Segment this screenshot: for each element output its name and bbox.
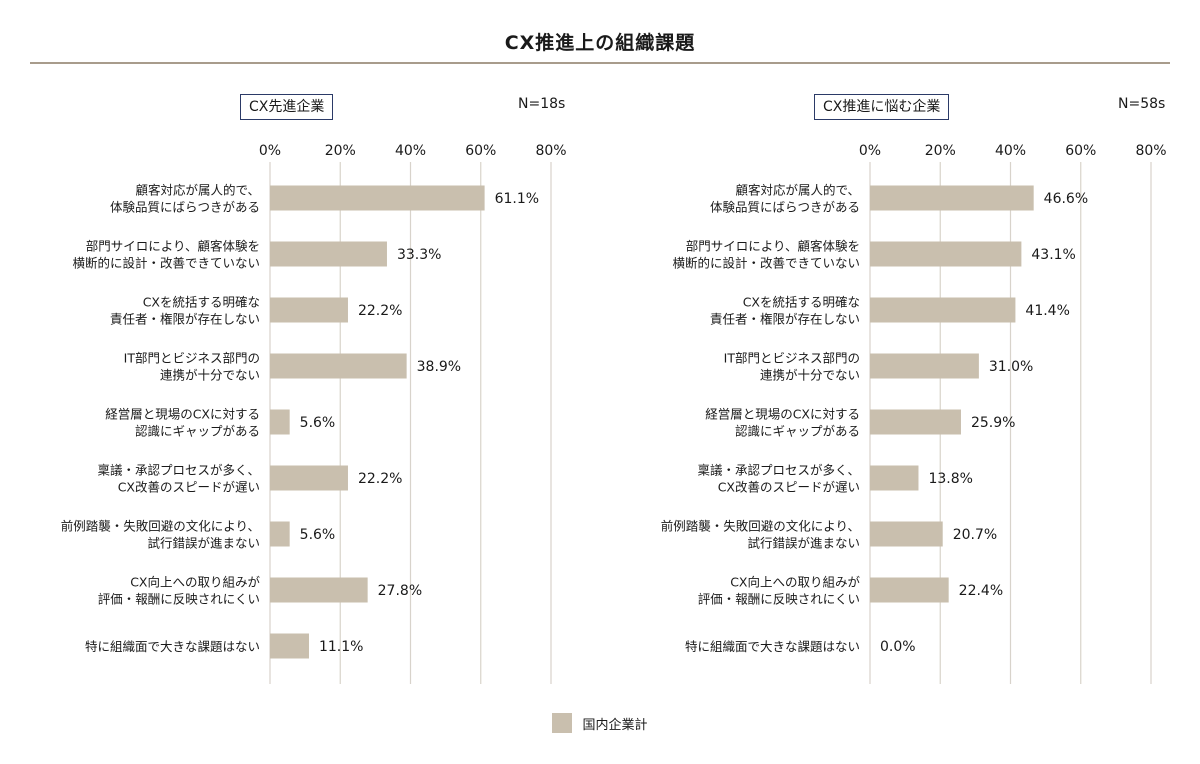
panel-struggling: CX推進に悩む企業 N=58s 0% 20% 40% 60% 80% 顧客対応が属人的で、… bbox=[600, 80, 1200, 700]
value-label: 33.3% bbox=[397, 247, 441, 263]
category-label: 責任者・権限が存在しない bbox=[710, 312, 860, 327]
category-label: 前例踏襲・失敗回避の文化により、 bbox=[61, 519, 260, 534]
bar bbox=[270, 185, 485, 211]
x-tick-label: 40% bbox=[995, 143, 1026, 159]
sample-size-advanced: N=18s bbox=[518, 96, 566, 112]
bar-chart-struggling: 0% 20% 40% 60% 80% 顧客対応が属人的で、体験品質にばらつきがある 46.6… bbox=[661, 143, 1167, 684]
x-tick-label: 0% bbox=[859, 143, 881, 159]
bar bbox=[270, 521, 290, 547]
category-label: 稟議・承認プロセスが多く、 bbox=[97, 463, 260, 478]
x-tick-label: 0% bbox=[259, 143, 281, 159]
category-label: 認識にギャップがある bbox=[135, 424, 260, 439]
category-label: CX改善のスピードが遅い bbox=[718, 480, 860, 495]
value-label: 22.2% bbox=[358, 303, 402, 319]
value-label: 46.6% bbox=[1044, 191, 1088, 207]
bar bbox=[270, 577, 368, 603]
x-tick-label: 60% bbox=[1065, 143, 1096, 159]
category-label: 顧客対応が属人的で、 bbox=[135, 183, 260, 198]
bar bbox=[870, 241, 1022, 267]
category-label: 稟議・承認プロセスが多く、 bbox=[697, 463, 860, 478]
value-label: 41.4% bbox=[1025, 303, 1069, 319]
bar bbox=[870, 577, 949, 603]
legend: 国内企業計 bbox=[0, 713, 1200, 733]
bar bbox=[270, 353, 407, 379]
category-label: 横断的に設計・改善できていない bbox=[72, 256, 260, 271]
panel-advanced: CX先進企業 N=18s 0% 20% 40% 60% 80% 顧客対応が属人的で、体験品… bbox=[0, 80, 600, 700]
x-tick-label: 20% bbox=[325, 143, 356, 159]
legend-label: 国内企業計 bbox=[582, 717, 648, 733]
value-label: 5.6% bbox=[300, 527, 336, 543]
category-label: CX向上への取り組みが bbox=[130, 575, 260, 590]
category-label: 部門サイロにより、顧客体験を bbox=[86, 239, 260, 254]
category-label: 顧客対応が属人的で、 bbox=[735, 183, 860, 198]
category-label: 部門サイロにより、顧客体験を bbox=[686, 239, 860, 254]
x-tick-label: 80% bbox=[1135, 143, 1166, 159]
bar bbox=[870, 297, 1016, 323]
bar bbox=[270, 241, 387, 267]
category-label: 経営層と現場のCXに対する bbox=[105, 407, 260, 422]
category-label: 評価・報酬に反映されにくい bbox=[698, 592, 860, 607]
bar bbox=[870, 409, 961, 435]
value-label: 0.0% bbox=[880, 639, 916, 655]
title-divider bbox=[30, 62, 1170, 64]
category-label: 体験品質にばらつきがある bbox=[110, 200, 260, 215]
value-label: 27.8% bbox=[378, 583, 422, 599]
x-tick-label: 60% bbox=[465, 143, 496, 159]
value-label: 20.7% bbox=[953, 527, 997, 543]
value-label: 61.1% bbox=[495, 191, 539, 207]
category-label: 責任者・権限が存在しない bbox=[110, 312, 260, 327]
bar bbox=[870, 353, 979, 379]
bar bbox=[870, 521, 943, 547]
x-tick-label: 20% bbox=[925, 143, 956, 159]
category-label: 特に組織面で大きな課題はない bbox=[85, 639, 260, 654]
category-label: 認識にギャップがある bbox=[735, 424, 860, 439]
bar bbox=[870, 185, 1034, 211]
category-label: 試行錯誤が進まない bbox=[147, 536, 260, 551]
bar-chart-advanced: 0% 20% 40% 60% 80% 顧客対応が属人的で、体験品質にばらつきがある 61.1… bbox=[61, 143, 567, 684]
bar bbox=[270, 297, 348, 323]
bar bbox=[870, 465, 919, 491]
x-tick-label: 40% bbox=[395, 143, 426, 159]
category-label: IT部門とビジネス部門の bbox=[124, 351, 260, 366]
category-label: IT部門とビジネス部門の bbox=[724, 351, 860, 366]
bar bbox=[270, 633, 309, 659]
category-label: CX向上への取り組みが bbox=[730, 575, 860, 590]
category-label: 横断的に設計・改善できていない bbox=[672, 256, 860, 271]
chart-title: CX推進上の組織課題 bbox=[504, 32, 696, 54]
category-label: 連携が十分でない bbox=[760, 368, 860, 383]
category-label: CX改善のスピードが遅い bbox=[118, 480, 260, 495]
legend-swatch bbox=[552, 713, 573, 733]
value-label: 22.4% bbox=[959, 583, 1003, 599]
value-label: 43.1% bbox=[1031, 247, 1075, 263]
value-label: 22.2% bbox=[358, 471, 402, 487]
bar bbox=[270, 409, 290, 435]
value-label: 38.9% bbox=[417, 359, 461, 375]
value-label: 31.0% bbox=[989, 359, 1033, 375]
bar bbox=[270, 465, 348, 491]
x-tick-label: 80% bbox=[535, 143, 566, 159]
category-label: 体験品質にばらつきがある bbox=[710, 200, 860, 215]
panel-label-struggling: CX推進に悩む企業 bbox=[814, 94, 950, 120]
panel-label-advanced: CX先進企業 bbox=[240, 94, 334, 120]
category-label: 前例踏襲・失敗回避の文化により、 bbox=[661, 519, 860, 534]
category-label: CXを統括する明確な bbox=[743, 295, 860, 310]
category-label: 特に組織面で大きな課題はない bbox=[685, 639, 860, 654]
value-label: 13.8% bbox=[928, 471, 972, 487]
sample-size-struggling: N=58s bbox=[1118, 96, 1166, 112]
category-label: CXを統括する明確な bbox=[143, 295, 260, 310]
category-label: 評価・報酬に反映されにくい bbox=[98, 592, 260, 607]
value-label: 5.6% bbox=[300, 415, 336, 431]
value-label: 11.1% bbox=[319, 639, 363, 655]
category-label: 連携が十分でない bbox=[160, 368, 260, 383]
value-label: 25.9% bbox=[971, 415, 1015, 431]
category-label: 経営層と現場のCXに対する bbox=[705, 407, 860, 422]
category-label: 試行錯誤が進まない bbox=[747, 536, 860, 551]
